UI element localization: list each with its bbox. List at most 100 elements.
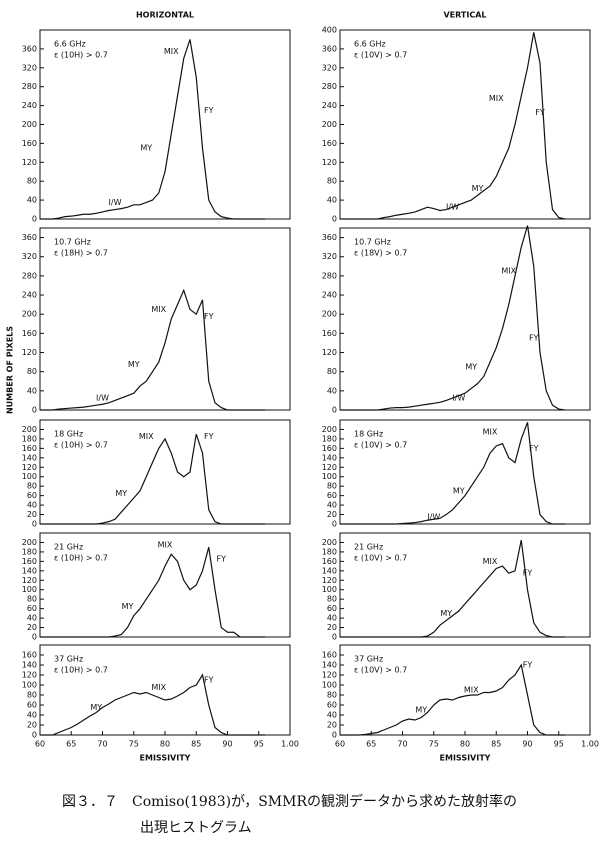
y-tick-label: 200 (322, 310, 337, 319)
y-tick-label: 60 (27, 604, 37, 613)
class-label: FY (535, 108, 545, 117)
y-tick-label: 100 (22, 472, 37, 481)
class-label: FY (523, 661, 533, 670)
class-label: MY (122, 602, 134, 611)
x-tick-label: 85 (191, 740, 201, 749)
panel-label: ε (10H) > 0.7 (54, 51, 108, 60)
y-tick-label: 40 (27, 501, 37, 510)
x-tick-label: 95 (554, 740, 564, 749)
class-label: I/W (96, 394, 109, 403)
y-tick-label: 140 (322, 661, 337, 670)
panel-label: ε (10V) > 0.7 (354, 554, 407, 563)
panel-label: ε (18H) > 0.7 (54, 249, 108, 258)
histogram-line (340, 32, 566, 220)
y-tick-label: 280 (22, 271, 37, 280)
y-tick-label: 20 (327, 623, 337, 632)
class-label: MY (472, 184, 484, 193)
y-tick-label: 0 (32, 406, 37, 415)
y-tick-label: 360 (22, 233, 37, 242)
y-tick-label: 200 (22, 425, 37, 434)
y-tick-label: 320 (322, 63, 337, 72)
panel-label: ε (10V) > 0.7 (354, 51, 407, 60)
panel-label: 18 GHz (354, 430, 383, 439)
y-tick-label: 20 (327, 721, 337, 730)
x-tick-label: 75 (129, 740, 139, 749)
y-tick-label: 240 (322, 291, 337, 300)
y-tick-label: 240 (22, 101, 37, 110)
y-tick-label: 320 (22, 63, 37, 72)
y-tick-label: 40 (27, 196, 37, 205)
y-tick-label: 160 (322, 557, 337, 566)
y-tick-label: 160 (322, 329, 337, 338)
class-label: FY (204, 312, 214, 321)
x-tick-label: 80 (160, 740, 170, 749)
y-tick-label: 140 (322, 453, 337, 462)
panel-label: ε (10V) > 0.7 (354, 441, 407, 450)
y-tick-label: 140 (22, 566, 37, 575)
y-tick-label: 20 (27, 510, 37, 519)
y-tick-label: 160 (22, 557, 37, 566)
class-label: FY (523, 569, 533, 578)
y-tick-label: 80 (27, 691, 37, 700)
y-tick-label: 120 (322, 158, 337, 167)
x-tick-label: 95 (254, 740, 264, 749)
y-tick-label: 280 (22, 82, 37, 91)
class-label: MY (415, 706, 427, 715)
histogram-line (40, 288, 265, 411)
y-tick-label: 40 (327, 196, 337, 205)
y-tick-label: 120 (22, 463, 37, 472)
y-tick-label: 0 (332, 520, 337, 529)
y-tick-label: 120 (22, 158, 37, 167)
y-tick-label: 360 (322, 44, 337, 53)
y-tick-label: 120 (22, 348, 37, 357)
y-tick-label: 80 (27, 482, 37, 491)
class-label: FY (204, 432, 214, 441)
y-tick-label: 100 (22, 681, 37, 690)
histogram-line (340, 663, 565, 736)
y-tick-label: 20 (27, 721, 37, 730)
class-label: FY (204, 106, 214, 115)
class-label: MIX (483, 427, 498, 436)
y-tick-label: 180 (22, 434, 37, 443)
y-tick-label: 280 (322, 271, 337, 280)
class-label: FY (217, 555, 227, 564)
y-tick-label: 200 (322, 120, 337, 129)
y-tick-label: 120 (322, 348, 337, 357)
panel-label: 18 GHz (54, 430, 83, 439)
y-tick-label: 40 (327, 386, 337, 395)
class-label: FY (204, 676, 214, 685)
panel-frame (339, 532, 591, 638)
y-tick-label: 160 (22, 444, 37, 453)
y-tick-label: 20 (27, 623, 37, 632)
y-tick-label: 140 (22, 661, 37, 670)
x-axis-label: EMISSIVITY (140, 754, 191, 763)
y-tick-label: 180 (22, 547, 37, 556)
y-tick-label: 60 (27, 701, 37, 710)
y-tick-label: 360 (22, 44, 37, 53)
y-tick-label: 0 (32, 215, 37, 224)
y-tick-label: 160 (322, 651, 337, 660)
y-tick-label: 60 (327, 604, 337, 613)
class-label: MIX (139, 432, 154, 441)
x-tick-label: 80 (460, 740, 470, 749)
y-tick-label: 200 (22, 538, 37, 547)
y-tick-label: 100 (322, 681, 337, 690)
x-tick-label: 1.00 (581, 740, 599, 749)
y-tick-label: 0 (332, 215, 337, 224)
panel-frame (39, 532, 291, 638)
y-tick-label: 180 (322, 434, 337, 443)
y-tick-label: 200 (322, 425, 337, 434)
y-tick-label: 320 (22, 252, 37, 261)
panel-frame (39, 419, 291, 525)
y-tick-label: 240 (322, 101, 337, 110)
class-label: MIX (464, 686, 479, 695)
y-tick-label: 20 (327, 510, 337, 519)
panel-label: ε (18V) > 0.7 (354, 249, 407, 258)
y-tick-label: 60 (27, 491, 37, 500)
x-axis-label: EMISSIVITY (440, 754, 491, 763)
y-tick-label: 40 (327, 501, 337, 510)
y-tick-label: 80 (27, 177, 37, 186)
y-tick-label: 160 (22, 329, 37, 338)
panel-frame (339, 227, 591, 411)
y-tick-label: 0 (32, 633, 37, 642)
